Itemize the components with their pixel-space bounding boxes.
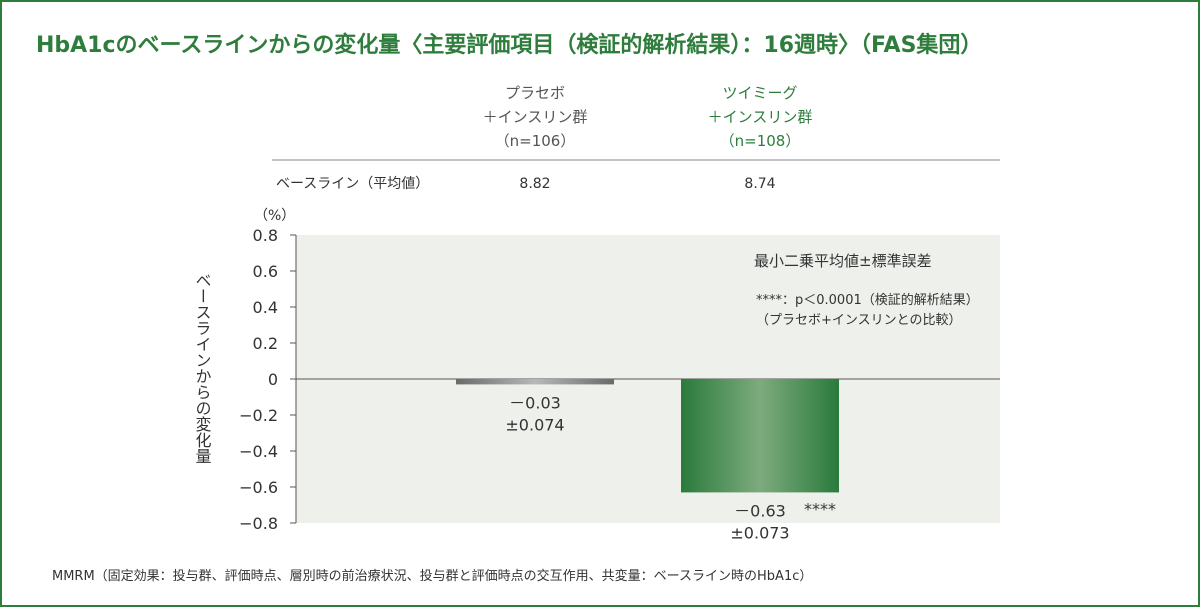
placebo-header-line1: プラセボ <box>505 84 565 102</box>
bar-value-label: －0.03 <box>509 393 561 412</box>
pvalue-note: ****：p＜0.0001（検証的解析結果） <box>756 292 979 308</box>
y-axis-unit: （%） <box>254 208 295 224</box>
placebo-baseline-value: 8.82 <box>519 176 550 192</box>
significance-marker: **** <box>804 499 836 518</box>
twymeeg-header-line3: （n=108） <box>720 132 801 150</box>
twymeeg-header-line1: ツイミーグ <box>722 84 797 102</box>
placebo-header-line2: ＋インスリン群 <box>483 108 588 126</box>
placebo-header-line3: （n=106） <box>495 132 576 150</box>
chart-title: HbA1cのベースラインからの変化量〈主要評価項目（検証的解析結果）：16週時〉… <box>36 32 982 58</box>
twymeeg-header-line2: ＋インスリン群 <box>708 108 813 126</box>
twymeeg-bar <box>681 379 839 493</box>
y-tick-label: 0.8 <box>253 226 278 245</box>
y-axis-title: ベースラインからの変化量 <box>193 272 212 464</box>
twymeeg-baseline-value: 8.74 <box>744 176 775 192</box>
bar-value-label: －0.63 <box>734 501 786 520</box>
bar-error-label: ±0.073 <box>730 523 789 542</box>
y-tick-label: 0.6 <box>253 262 278 281</box>
y-tick-label: −0.4 <box>239 442 278 461</box>
baseline-label: ベースライン（平均値） <box>276 176 429 192</box>
y-tick-label: 0 <box>268 370 278 389</box>
footnote: MMRM（固定効果：投与群、評価時点、層別時の前治療状況、投与群と評価時点の交互… <box>52 568 812 584</box>
placebo-bar <box>456 379 614 385</box>
y-tick-label: −0.8 <box>239 514 278 533</box>
y-tick-label: −0.2 <box>239 406 278 425</box>
comparison-note: （プラセボ+インスリンとの比較） <box>756 313 962 328</box>
bar-error-label: ±0.074 <box>505 415 564 434</box>
y-tick-label: 0.2 <box>253 334 278 353</box>
y-tick-label: −0.6 <box>239 478 278 497</box>
y-tick-label: 0.4 <box>253 298 278 317</box>
lsmean-legend: 最小二乗平均値±標準誤差 <box>754 252 932 270</box>
